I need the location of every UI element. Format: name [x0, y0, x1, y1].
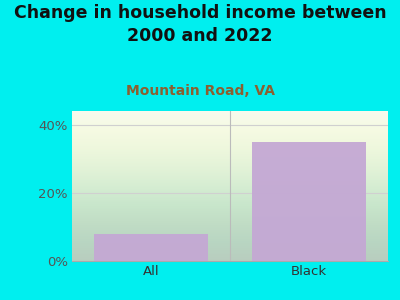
Text: Mountain Road, VA: Mountain Road, VA [126, 84, 274, 98]
Bar [94, 234, 208, 261]
Bar [252, 142, 366, 261]
Text: Change in household income between
2000 and 2022: Change in household income between 2000 … [14, 4, 386, 45]
